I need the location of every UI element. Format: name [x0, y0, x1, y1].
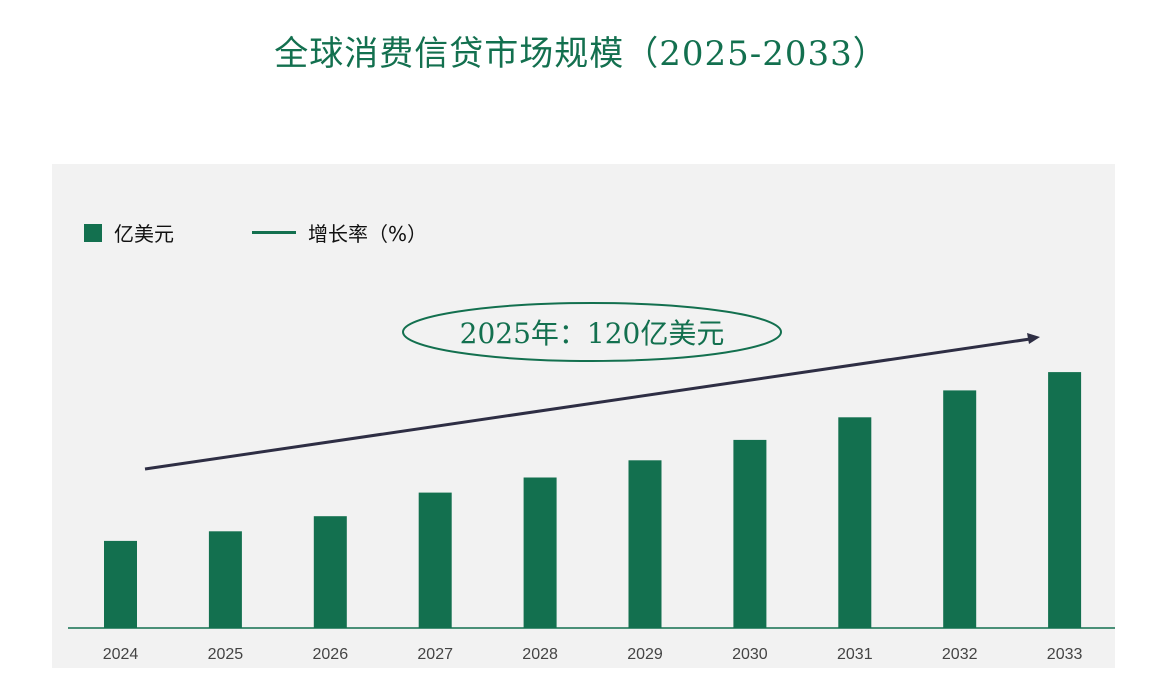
bar-2032	[943, 390, 977, 628]
callout-ellipse	[402, 302, 782, 362]
legend-line-label: 增长率（%）	[308, 222, 428, 246]
bar-2028	[523, 477, 557, 628]
trend-arrow	[144, 337, 1031, 471]
x-tick-label-2027: 2027	[417, 646, 453, 663]
bar-2024	[104, 540, 137, 628]
bars-group	[104, 372, 1082, 629]
x-tick-label-2033: 2033	[1047, 646, 1083, 663]
bar-2029	[628, 460, 662, 628]
bar-2025	[208, 531, 242, 629]
x-tick-labels: 2024 2025 2026 2027 2028 2029 2030 2031 2032 2033	[103, 646, 1083, 663]
bar-2026	[313, 516, 347, 628]
x-tick-label-2025: 2025	[208, 646, 244, 663]
bar-2031	[838, 417, 872, 628]
legend-item-bars: 亿美元	[84, 218, 174, 247]
x-tick-label-2032: 2032	[942, 646, 978, 663]
x-tick-label-2024: 2024	[103, 646, 139, 663]
legend-line-swatch	[252, 231, 296, 234]
x-tick-label-2031: 2031	[837, 646, 873, 663]
x-tick-label-2030: 2030	[732, 646, 768, 663]
trend-arrow-head	[1027, 333, 1040, 344]
legend-bar-label: 亿美元	[114, 222, 174, 246]
callout-label: 2025年：120亿美元	[459, 317, 725, 350]
legend-bar-swatch	[84, 223, 102, 242]
chart-title: 全球消费信贷市场规模（2025-2033）	[274, 34, 888, 74]
legend-item-growth: 增长率（%）	[252, 218, 427, 247]
bar-2030	[733, 439, 767, 628]
bar-2033	[1048, 372, 1082, 628]
x-tick-label-2029: 2029	[627, 646, 663, 663]
x-tick-label-2026: 2026	[313, 646, 349, 663]
x-tick-label-2028: 2028	[522, 646, 558, 663]
bar-2027	[418, 492, 452, 628]
